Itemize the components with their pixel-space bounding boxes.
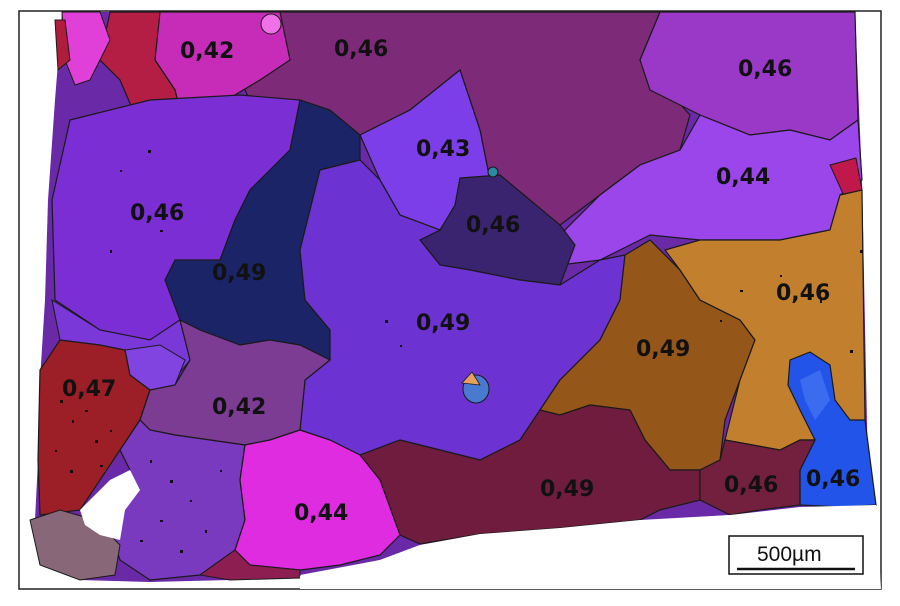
scale-bar: 500µm [728, 535, 864, 575]
unindexed-area [80, 470, 140, 540]
grain-maroon-bottom [198, 549, 301, 581]
grain-value-label: 0,44 [294, 501, 348, 526]
grain-magenta-044 [234, 429, 401, 571]
grain-value-label: 0,46 [806, 467, 860, 492]
small-pink-dot [260, 13, 282, 35]
grain-maroon-049 [359, 404, 701, 545]
grain-pink-edge [61, 11, 111, 86]
grain-value-label: 0,44 [716, 165, 770, 190]
small-dot [487, 166, 499, 178]
grain-value-label: 0,46 [724, 473, 778, 498]
grain-value-label: 0,47 [62, 377, 116, 402]
grain-value-label: 0,42 [180, 39, 234, 64]
grain-value-label: 0,42 [212, 395, 266, 420]
grain-value-label: 0,43 [416, 137, 470, 162]
grain-value-label: 0,46 [738, 57, 792, 82]
grain-blue-light [800, 370, 830, 420]
inclusion-orange [461, 371, 481, 386]
grain-value-label: 0,49 [540, 477, 594, 502]
grain-value-label: 0,49 [636, 337, 690, 362]
grain-value-label: 0,46 [466, 213, 520, 238]
speckle-noise [55, 150, 863, 553]
grain-maroon-046 [699, 439, 816, 516]
grain-value-label: 0,46 [776, 281, 830, 306]
grain-red-edge [54, 19, 71, 72]
scale-bar-label: 500µm [757, 543, 822, 566]
grain-value-label: 0,49 [212, 261, 266, 286]
grain-value-label: 0,46 [334, 37, 388, 62]
grain-value-label: 0,49 [416, 311, 470, 336]
grain-value-label: 0,46 [130, 201, 184, 226]
scale-bar-box [728, 535, 864, 575]
